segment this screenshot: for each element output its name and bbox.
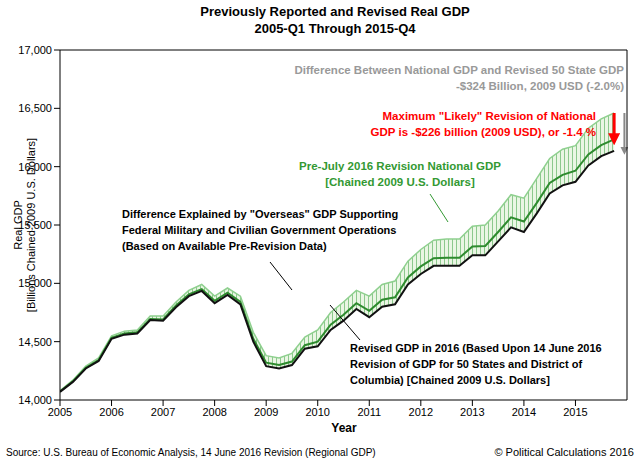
svg-text:Previously Reported and Revise: Previously Reported and Revised Real GDP (200, 4, 470, 19)
svg-text:-$324 Billion, 2009 USD (-2.0%: -$324 Billion, 2009 USD (-2.0%) (456, 80, 624, 92)
svg-text:Federal Military and Civilian: Federal Military and Civilian Government… (122, 224, 396, 236)
svg-text:2012: 2012 (409, 406, 433, 418)
svg-text:2007: 2007 (151, 406, 175, 418)
svg-text:14,500: 14,500 (18, 336, 52, 348)
svg-text:Difference Between National GD: Difference Between National GDP and Revi… (294, 64, 624, 76)
svg-text:Revised GDP in 2016 (Based Upo: Revised GDP in 2016 (Based Upon 14 June … (350, 342, 602, 354)
svg-text:2009: 2009 (254, 406, 278, 418)
svg-text:Real GDP: Real GDP (12, 200, 24, 250)
svg-text:[Billions Chained 2009 U.S. Do: [Billions Chained 2009 U.S. Dollars] (25, 138, 37, 312)
svg-text:Year: Year (331, 421, 357, 435)
svg-text:© Political Calculations 2016: © Political Calculations 2016 (494, 446, 632, 458)
svg-text:2014: 2014 (512, 406, 536, 418)
svg-text:16,500: 16,500 (18, 102, 52, 114)
svg-text:2011: 2011 (357, 406, 381, 418)
svg-text:2015: 2015 (563, 406, 587, 418)
svg-text:15,000: 15,000 (18, 277, 52, 289)
svg-text:14,000: 14,000 (18, 394, 52, 406)
svg-text:Columbia) [Chained 2009 U.S. D: Columbia) [Chained 2009 U.S. Dollars] (350, 374, 550, 386)
svg-text:(Based on Available Pre-Revisi: (Based on Available Pre-Revision Data) (122, 240, 327, 252)
svg-text:Source: U.S. Bureau of Economi: Source: U.S. Bureau of Economic Analysis… (8, 447, 376, 458)
svg-text:Pre-July 2016 Revision Nationa: Pre-July 2016 Revision National GDP (299, 160, 501, 172)
svg-text:2005: 2005 (48, 406, 72, 418)
svg-text:Revision of GDP for 50 States: Revision of GDP for 50 States and Distri… (350, 358, 582, 370)
svg-text:[Chained 2009 U.S. Dollars]: [Chained 2009 U.S. Dollars] (325, 176, 475, 188)
svg-text:2008: 2008 (202, 406, 226, 418)
svg-text:2013: 2013 (460, 406, 484, 418)
svg-text:GDP is -$226 billion (2009 USD: GDP is -$226 billion (2009 USD), or -1.4… (371, 126, 596, 138)
svg-text:15,500: 15,500 (18, 219, 52, 231)
svg-text:2006: 2006 (99, 406, 123, 418)
svg-text:Difference Explained by "Overs: Difference Explained by "Overseas" GDP S… (122, 208, 398, 220)
svg-text:16,000: 16,000 (18, 161, 52, 173)
svg-text:17,000: 17,000 (18, 44, 52, 56)
svg-text:Maximum "Likely" Revision of N: Maximum "Likely" Revision of National (383, 110, 596, 122)
svg-text:2010: 2010 (305, 406, 329, 418)
svg-text:2005-Q1 Through 2015-Q4: 2005-Q1 Through 2015-Q4 (254, 21, 416, 36)
